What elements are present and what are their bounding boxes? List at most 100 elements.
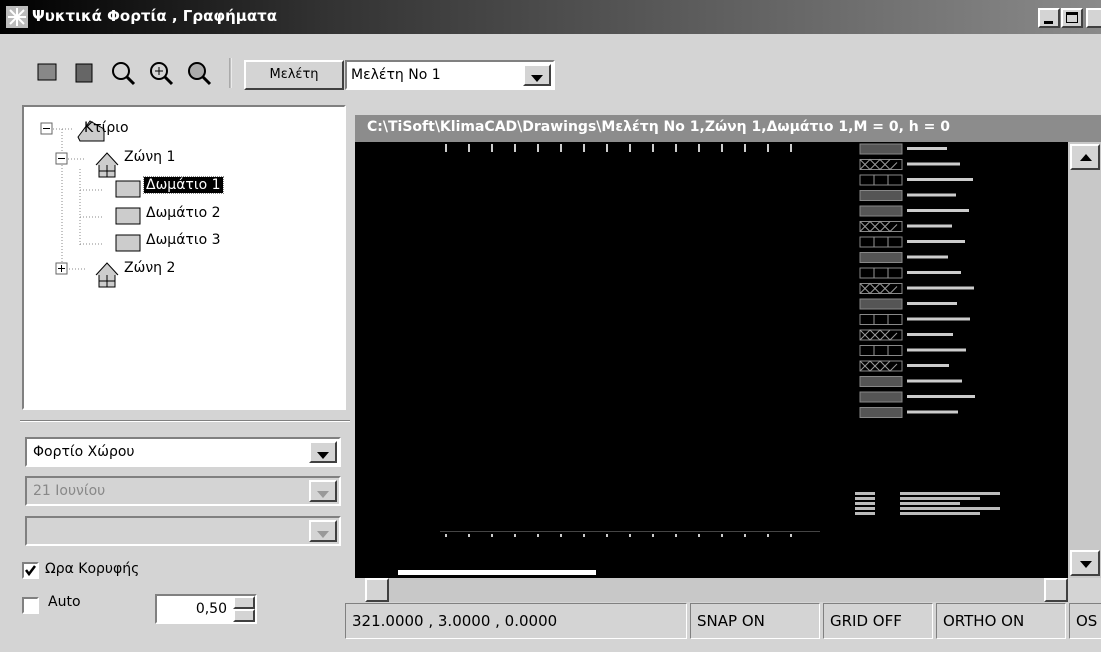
legend-text	[907, 379, 962, 383]
top-tick	[790, 144, 792, 152]
legend-swatch	[859, 221, 903, 232]
legend-text	[907, 178, 973, 181]
tree-node-selected[interactable]: Δωμάτιο 1	[143, 176, 224, 194]
legend-text	[907, 348, 966, 352]
info-text	[855, 512, 875, 515]
legend-swatch	[859, 345, 903, 356]
bottom-tick	[514, 534, 516, 537]
legend-text	[907, 364, 949, 367]
legend-swatch	[859, 329, 903, 341]
bottom-tick	[606, 534, 608, 537]
legend-hatch	[859, 158, 898, 171]
legend-text	[907, 395, 975, 398]
legend-swatch	[859, 267, 903, 279]
legend-swatch	[859, 376, 903, 387]
legend-swatch	[859, 283, 903, 294]
peak-hour-checkbox[interactable]	[22, 562, 39, 579]
baseline	[440, 531, 820, 532]
info-text	[855, 502, 875, 505]
info-text	[900, 507, 1000, 510]
tree-node[interactable]: Κτίριο	[84, 120, 129, 136]
status-grid: GRID OFF	[823, 603, 933, 639]
maximize-button[interactable]	[1061, 8, 1083, 28]
spin-up[interactable]	[233, 596, 255, 609]
peak-hour-label: Ωρα Κορυφής	[45, 561, 140, 577]
legend-text	[907, 286, 974, 290]
legend-text	[907, 317, 970, 321]
bottom-tick	[445, 534, 447, 537]
load-type-text: Φορτίο Χώρου	[33, 444, 135, 460]
top-tick	[537, 144, 539, 152]
close-button[interactable]	[1086, 8, 1101, 28]
study-select-text: Μελέτη Νο 1	[351, 67, 441, 83]
tree-node[interactable]: Δωμάτιο 2	[146, 205, 221, 221]
tree-lines	[40, 120, 141, 288]
app-icon	[6, 6, 28, 28]
status-ortho: ORTHO ON	[936, 603, 1066, 639]
vertical-scrollbar[interactable]	[1068, 142, 1101, 578]
legend-hatch	[859, 329, 898, 341]
bottom-tick	[698, 534, 700, 537]
info-text	[855, 497, 875, 500]
load-type-select[interactable]: Φορτίο Χώρου	[25, 437, 341, 467]
bottom-tick	[537, 534, 539, 537]
bottom-tick	[652, 534, 654, 537]
legend-grid	[873, 237, 889, 247]
toolbar: Μελέτη Μελέτη Νο 1	[0, 50, 1101, 96]
legend-swatch	[859, 174, 903, 186]
auto-label: Auto	[48, 594, 81, 610]
info-text	[855, 507, 875, 510]
minimize-button[interactable]	[1038, 8, 1060, 28]
toolbar-icons	[37, 58, 232, 88]
window-title: Ψυκτικά Φορτία , Γραφήματα	[32, 7, 278, 25]
info-text	[855, 492, 875, 495]
legend-text	[907, 333, 953, 336]
legend-swatch	[859, 314, 903, 325]
bottom-tick	[491, 534, 493, 537]
tree-node[interactable]: Ζώνη 1	[124, 149, 176, 165]
tree-node[interactable]: Ζώνη 2	[124, 260, 176, 276]
tree-node[interactable]: Δωμάτιο 3	[146, 232, 221, 248]
legend-swatch	[859, 407, 903, 418]
study-button[interactable]: Μελέτη	[244, 60, 344, 90]
legend-text	[907, 224, 952, 228]
top-tick	[583, 144, 585, 152]
status-osnap: OS	[1069, 603, 1101, 639]
top-tick	[698, 144, 700, 152]
info-text	[900, 497, 980, 500]
top-tick	[721, 144, 723, 152]
legend-swatch	[859, 159, 903, 170]
empty-select	[25, 516, 341, 546]
status-snap: SNAP ON	[690, 603, 820, 639]
spin-down[interactable]	[233, 609, 255, 622]
legend-text	[907, 240, 965, 243]
study-select[interactable]: Μελέτη Νο 1	[345, 60, 555, 90]
top-tick	[468, 144, 470, 152]
drawing-canvas	[355, 142, 1068, 578]
tree-view: Κτίριο Ζώνη 1 Δωμάτιο 1 Δωμάτιο 2 Δωμάτι…	[22, 105, 346, 410]
splitter	[20, 420, 350, 422]
legend-swatch	[859, 143, 903, 155]
bottom-tick	[790, 534, 792, 537]
legend-text	[907, 147, 947, 150]
horizontal-scrollbar[interactable]	[365, 578, 1068, 602]
info-text	[900, 502, 960, 505]
drawing-title: C:\TiSoft\KlimaCAD\Drawings\Μελέτη Νο 1,…	[355, 115, 1101, 142]
status-coords: 321.0000 , 3.0000 , 0.0000	[345, 603, 687, 639]
legend-hatch	[859, 220, 898, 233]
auto-value: 0,50	[195, 601, 227, 617]
legend-hatch	[859, 360, 898, 372]
legend-text	[907, 255, 948, 259]
legend-swatch	[859, 252, 903, 263]
legend-grid	[873, 314, 889, 325]
auto-spinner[interactable]: 0,50	[155, 594, 257, 624]
info-text	[900, 492, 1000, 495]
scroll-thumb	[398, 570, 596, 575]
top-tick	[491, 144, 493, 152]
legend-text	[907, 162, 960, 166]
legend-grid	[873, 345, 889, 356]
top-tick	[629, 144, 631, 152]
auto-checkbox[interactable]	[22, 597, 39, 614]
legend-swatch	[859, 205, 903, 217]
